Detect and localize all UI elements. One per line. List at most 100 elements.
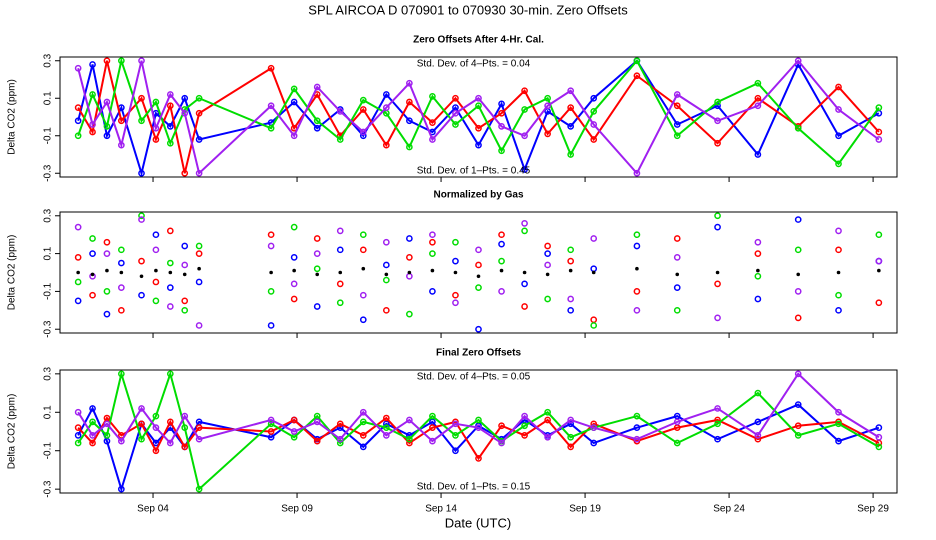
- data-point: [498, 100, 505, 108]
- data-point: [313, 418, 321, 426]
- data-point: [138, 291, 145, 299]
- data-point: [544, 408, 551, 416]
- data-point: [754, 435, 762, 443]
- data-point: [382, 424, 390, 432]
- x-tick-label: Sep 09: [281, 504, 313, 515]
- data-point: [138, 94, 145, 102]
- data-point: [103, 431, 111, 439]
- data-point: [754, 94, 762, 102]
- plot-frame: [59, 211, 898, 334]
- data-point: [152, 246, 160, 254]
- data-point: [181, 242, 189, 250]
- data-point: [475, 284, 482, 291]
- data-point: [406, 98, 413, 106]
- data-point: [89, 250, 96, 257]
- data-point: [567, 123, 575, 130]
- data-point: [452, 121, 459, 128]
- data-point: [715, 270, 720, 275]
- data-point: [152, 297, 160, 305]
- data-point: [521, 219, 528, 227]
- data-point: [267, 420, 275, 428]
- data-point: [475, 94, 482, 102]
- data-point: [714, 405, 721, 412]
- data-point: [567, 151, 575, 158]
- data-point: [429, 238, 436, 246]
- data-point: [267, 288, 275, 295]
- data-point: [89, 418, 96, 426]
- data-point: [794, 246, 802, 254]
- data-point: [336, 299, 344, 307]
- data-point: [117, 259, 125, 267]
- y-tick-label: 0.1: [43, 91, 54, 105]
- data-point: [336, 227, 344, 235]
- data-point: [544, 261, 551, 269]
- data-point: [521, 280, 528, 288]
- data-point: [498, 123, 505, 130]
- data-point: [875, 299, 883, 307]
- data-point: [452, 94, 459, 102]
- data-point: [181, 424, 189, 432]
- data-point: [267, 102, 275, 110]
- data-point: [103, 288, 111, 295]
- data-point: [168, 270, 173, 275]
- series-line: [77, 370, 880, 492]
- data-point: [74, 278, 82, 286]
- data-point: [835, 160, 842, 168]
- data-point: [382, 431, 390, 439]
- data-point: [633, 57, 641, 65]
- data-point: [673, 132, 681, 140]
- data-point: [117, 57, 125, 65]
- data-point: [105, 268, 109, 273]
- data-point: [406, 235, 413, 242]
- data-point: [835, 291, 842, 299]
- data-point: [74, 132, 82, 140]
- data-point: [567, 416, 575, 424]
- plot-frame: [59, 56, 898, 178]
- data-point: [117, 437, 125, 445]
- data-point: [875, 257, 883, 265]
- data-point: [633, 306, 641, 314]
- data-point: [166, 418, 174, 426]
- data-point: [89, 91, 96, 98]
- data-point: [498, 147, 505, 155]
- data-point: [359, 443, 367, 451]
- series-line: [77, 416, 880, 461]
- x-axis-label: Date (UTC): [445, 515, 511, 530]
- data-point: [166, 139, 174, 147]
- data-point: [475, 424, 482, 432]
- data-point: [267, 416, 275, 424]
- data-point: [452, 447, 459, 455]
- data-point: [359, 431, 367, 439]
- data-point: [544, 130, 551, 138]
- data-point: [382, 104, 390, 111]
- data-point: [567, 87, 575, 95]
- data-point: [406, 143, 413, 151]
- data-point: [359, 106, 367, 113]
- data-point: [429, 412, 436, 420]
- data-point: [590, 108, 598, 115]
- data-point: [430, 268, 435, 273]
- data-point: [521, 87, 528, 95]
- data-point: [406, 310, 413, 318]
- panel-title: Zero Offsets After 4-Hr. Cal.: [413, 35, 544, 46]
- data-point: [673, 235, 681, 242]
- data-point: [756, 268, 760, 273]
- data-point: [590, 424, 598, 432]
- data-point: [336, 280, 344, 288]
- data-point: [714, 314, 721, 322]
- plot-area: [74, 370, 883, 493]
- data-point: [544, 250, 551, 257]
- data-point: [714, 435, 721, 443]
- data-point: [181, 94, 189, 102]
- data-point: [521, 422, 528, 430]
- data-point: [499, 268, 504, 273]
- data-point: [74, 223, 82, 231]
- data-point: [382, 91, 390, 98]
- data-point: [835, 408, 842, 416]
- data-point: [475, 246, 482, 254]
- data-point: [74, 431, 82, 439]
- data-point: [290, 85, 298, 93]
- data-point: [152, 412, 160, 420]
- data-point: [590, 136, 598, 143]
- data-point: [475, 416, 482, 424]
